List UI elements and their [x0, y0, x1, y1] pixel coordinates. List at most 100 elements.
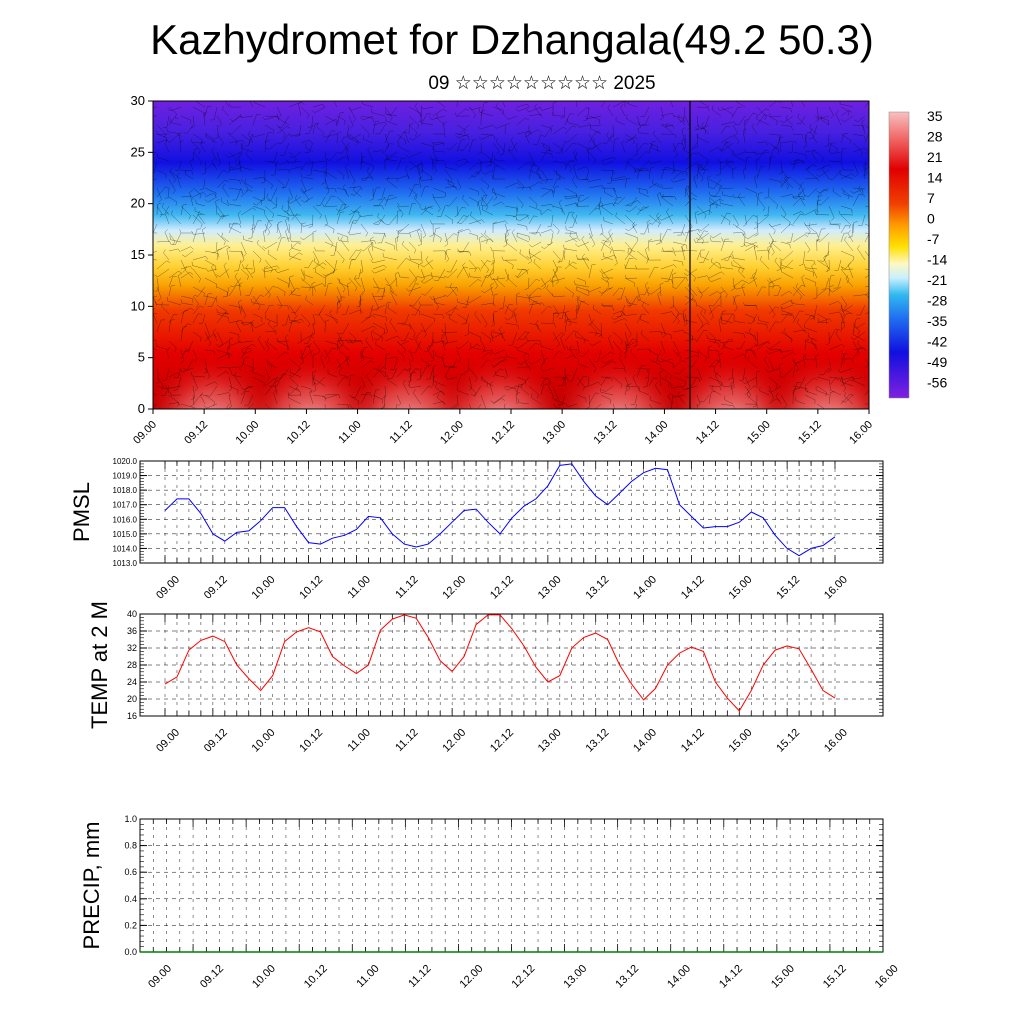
colorbar-label: 21 [927, 149, 943, 165]
y-tick-label: 1016.0 [113, 515, 138, 524]
x-tick-label: 14.00 [631, 574, 659, 602]
x-tick-label: 15.12 [821, 963, 849, 991]
y-axis-label: PMSL [69, 482, 94, 542]
x-tick-label: 15.12 [796, 419, 824, 447]
y-tick-label: 1018.0 [113, 486, 138, 495]
chart-subtitle: 09 ☆☆☆☆☆☆☆☆☆ 2025 [428, 73, 656, 94]
x-tick-label: 10.00 [250, 963, 278, 991]
wind-barbs [153, 101, 869, 409]
y-tick-label: 40 [127, 609, 137, 619]
colorbar-label: 35 [927, 108, 943, 124]
x-tick-label: 09.12 [202, 574, 230, 602]
colorbar-label: -14 [927, 252, 947, 268]
x-tick-label: 14.12 [717, 963, 745, 991]
y-tick-label: 20 [127, 694, 137, 704]
x-tick-label: 13.00 [561, 963, 589, 991]
colorbar-label: -49 [927, 354, 947, 370]
warm-cell [559, 338, 676, 409]
x-tick-label: 13.12 [583, 727, 611, 755]
x-tick-label: 11.00 [346, 727, 373, 754]
y-tick-label: 20 [131, 196, 145, 211]
x-tick-label: 09.00 [131, 419, 159, 447]
x-tick-label: 16.00 [822, 727, 850, 755]
y-tick-label: 28 [127, 660, 137, 670]
colorbar-label: -7 [927, 231, 940, 247]
y-tick-label: 25 [131, 144, 145, 159]
x-tick-label: 11.00 [336, 419, 363, 446]
series-line [164, 614, 836, 712]
y-tick-label: 5 [138, 350, 145, 365]
x-tick-label: 12.12 [488, 574, 516, 602]
x-tick-label: 12.12 [489, 419, 517, 447]
y-tick-label: 0.8 [124, 841, 137, 851]
y-tick-label: 0.4 [124, 894, 137, 904]
warm-cells [153, 338, 869, 409]
y-tick-label: 1015.0 [113, 530, 138, 539]
x-tick-label: 12.00 [440, 727, 468, 755]
y-tick-label: 0 [138, 401, 145, 416]
x-tick-label: 12.00 [440, 574, 468, 602]
x-tick-label: 16.00 [873, 963, 901, 991]
colorbar-label: 0 [927, 211, 935, 227]
warm-cell [350, 338, 467, 409]
x-tick-label: 13.00 [536, 574, 564, 602]
y-tick-label: 32 [127, 643, 137, 653]
x-tick-label: 13.00 [540, 419, 568, 447]
y-tick-label: 0.2 [124, 920, 137, 930]
x-tick-label: 11.12 [393, 574, 420, 601]
y-axis-label: TEMP at 2 M [87, 601, 112, 729]
colorbar-label: -35 [927, 313, 947, 329]
warm-cell [672, 338, 789, 409]
x-tick-label: 10.12 [297, 727, 325, 755]
x-tick-label: 14.00 [631, 727, 659, 755]
y-tick-label: 36 [127, 626, 137, 636]
x-tick-label: 11.12 [387, 419, 414, 446]
temp-panel: 16 20 24 28 32 36 40 09.00 09.12 10.00 10.12 11.00 1… [87, 601, 884, 755]
x-tick-label: 15.12 [774, 574, 802, 602]
x-tick-label: 11.00 [354, 963, 381, 990]
x-tick-label: 09.00 [154, 574, 182, 602]
x-tick-label: 15.12 [774, 727, 802, 755]
warm-cell [442, 338, 559, 409]
x-tick-label: 15.00 [769, 963, 797, 991]
x-tick-label: 12.00 [458, 963, 486, 991]
colorbar-label: 7 [927, 190, 935, 206]
x-tick-label: 10.12 [285, 419, 313, 447]
x-tick-label: 15.00 [727, 727, 755, 755]
colorbar-bar [888, 111, 910, 399]
y-axis-label: PRECIP, mm [79, 822, 104, 950]
x-tick-label: 13.12 [583, 574, 611, 602]
x-tick-label: 10.00 [250, 574, 278, 602]
chart-title: Kazhydromet for Dzhangala(49.2 50.3) [150, 16, 874, 63]
cross-section-y-axis: 0 5 10 15 20 25 30 [131, 93, 153, 416]
x-tick-label: 10.12 [297, 574, 325, 602]
x-tick-label: 13.00 [536, 727, 564, 755]
x-tick-label: 15.00 [745, 419, 773, 447]
x-tick-label: 09.00 [146, 963, 174, 991]
x-tick-label: 15.00 [727, 574, 755, 602]
y-tick-label: 1013.0 [113, 559, 138, 568]
x-tick-label: 11.12 [393, 727, 420, 754]
x-tick-label: 14.12 [679, 574, 707, 602]
x-tick-label: 10.00 [233, 419, 261, 447]
x-tick-label: 14.12 [694, 419, 722, 447]
colorbar-label: -28 [927, 293, 947, 309]
x-tick-label: 10.00 [250, 727, 278, 755]
pmsl-panel: 1013.0 1014.0 1015.0 1016.0 1017.0 1018.0 1019… [69, 457, 884, 602]
x-tick-label: 09.12 [182, 419, 210, 447]
warm-cell [253, 338, 370, 409]
x-tick-label: 13.12 [591, 419, 619, 447]
x-tick-label: 11.12 [406, 963, 433, 990]
cross-section-panel: 0 5 10 15 20 25 30 09.00 09.12 10.00 10.12 11.00 11… [131, 93, 876, 447]
x-tick-label: 14.00 [665, 963, 693, 991]
x-tick-label: 16.00 [847, 419, 875, 447]
cross-section-x-axis: 09.00 09.12 10.00 10.12 11.00 11.12 12.00 12.12… [131, 409, 875, 447]
y-tick-label: 1.0 [124, 814, 137, 824]
colorbar-label: 28 [927, 129, 943, 145]
x-tick-label: 12.12 [509, 963, 537, 991]
colorbar-label: -21 [927, 272, 947, 288]
y-tick-label: 1020.0 [113, 457, 138, 466]
x-tick-label: 12.00 [438, 419, 466, 447]
warm-cell [153, 338, 270, 409]
